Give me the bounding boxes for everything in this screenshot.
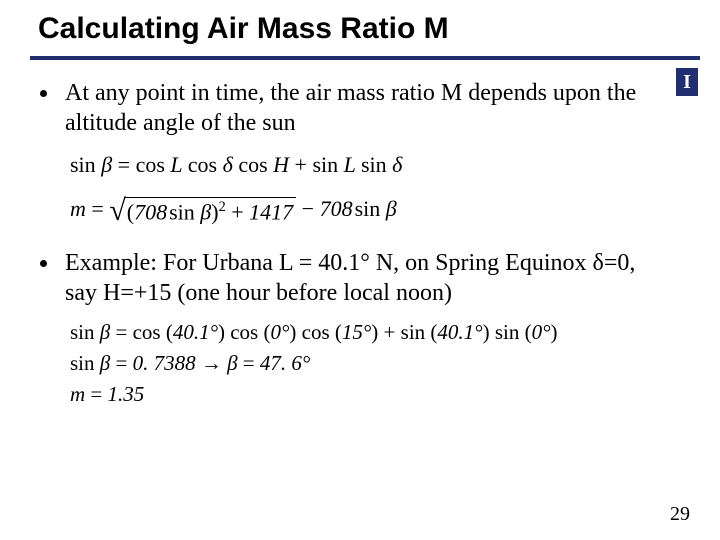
bullet-dot-icon (40, 260, 47, 267)
bullet-text: Example: For Urbana L = 40.1° N, on Spri… (65, 248, 670, 308)
logo-letter: I (683, 72, 691, 92)
slide: Calculating Air Mass Ratio M I At any po… (0, 0, 720, 540)
formula-line: sin β = cos (40.1°) cos (0°) cos (15°) +… (70, 320, 670, 345)
formula-line: sin β = cos L cos δ cos H + sin L sin δ (70, 152, 670, 178)
title-underline (30, 56, 700, 60)
page-number: 29 (670, 503, 690, 526)
bullet-item: At any point in time, the air mass ratio… (40, 78, 670, 138)
formula-block-2: sin β = cos (40.1°) cos (0°) cos (15°) +… (70, 320, 670, 407)
formula-line: sin β = 0. 7388 → β = 47. 6° (70, 351, 670, 376)
bullet-dot-icon (40, 90, 47, 97)
slide-title: Calculating Air Mass Ratio M (38, 12, 700, 46)
bullet-item: Example: For Urbana L = 40.1° N, on Spri… (40, 248, 670, 308)
formula-block-1: sin β = cos L cos δ cos H + sin L sin δ … (70, 152, 670, 226)
bullet-text: At any point in time, the air mass ratio… (65, 78, 670, 138)
institution-logo: I (676, 68, 698, 96)
formula-line: m = 1.35 (70, 382, 670, 407)
content-area: At any point in time, the air mass ratio… (30, 78, 700, 407)
sqrt-expression: √ (708sin β)2 + 1417 (109, 196, 296, 226)
formula-line: m = √ (708sin β)2 + 1417 − 708sin β (70, 196, 670, 226)
